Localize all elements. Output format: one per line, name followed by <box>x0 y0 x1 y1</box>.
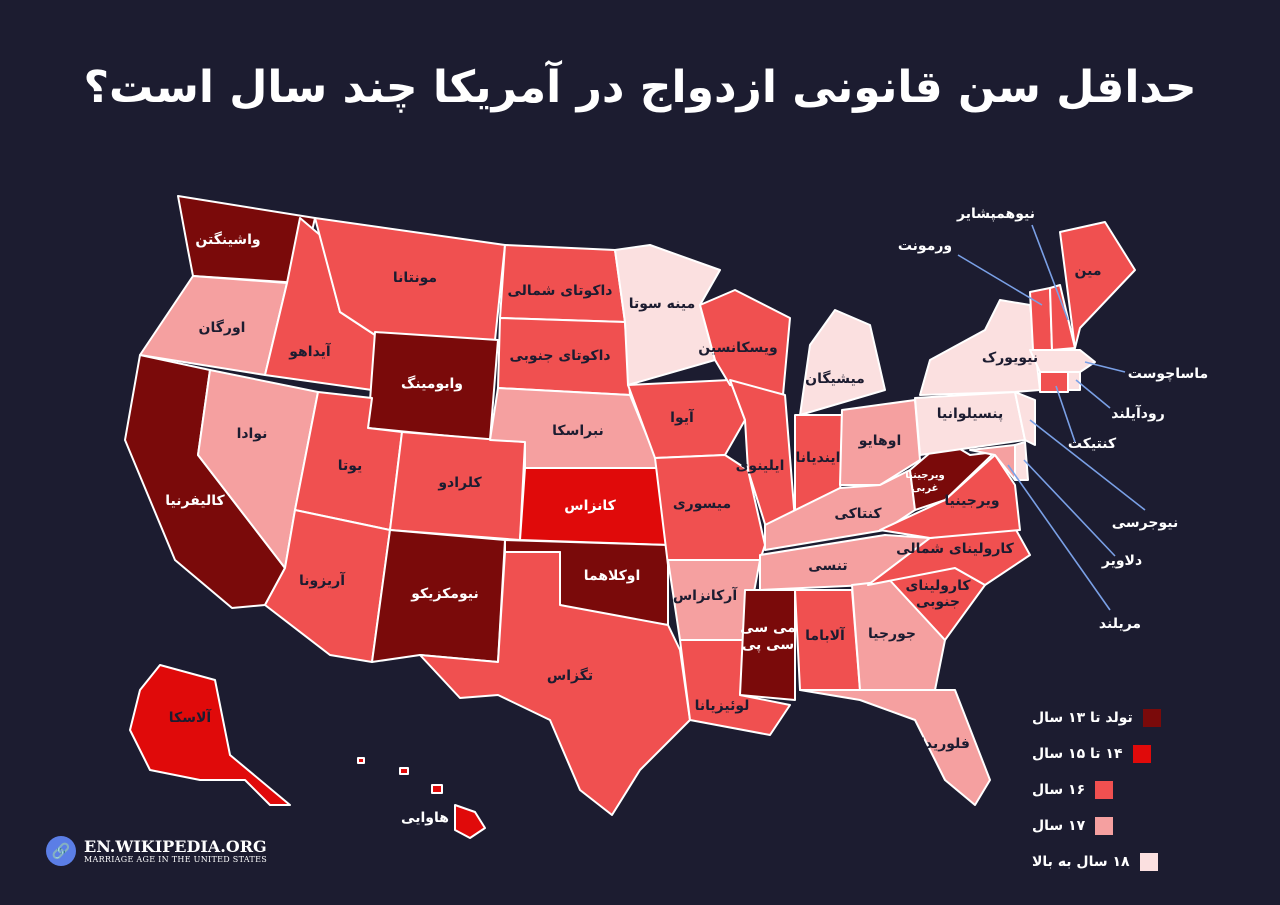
legend-swatch <box>1139 853 1158 871</box>
legend-label: تولد تا ۱۳ سال <box>1032 710 1133 726</box>
label-iowa: آیوا <box>670 408 695 426</box>
label-new-york: نیویورک <box>982 350 1038 366</box>
label-montana: مونتانا <box>393 270 437 286</box>
label-maryland: مریلند <box>1099 616 1141 632</box>
state-maine[interactable] <box>1059 221 1136 349</box>
label-oklahoma: اوکلاهما <box>584 568 641 584</box>
label-kentucky: کنتاکی <box>834 506 882 522</box>
label-michigan: میشیگان <box>805 370 865 387</box>
label-tennessee: تنسی <box>808 558 847 574</box>
state-texas[interactable] <box>419 551 691 816</box>
label-florida: فلوریدا <box>920 736 970 752</box>
source-url[interactable]: EN.WIKIPEDIA.ORG <box>84 837 267 856</box>
legend-item: ۱۴ تا ۱۵ سال <box>1032 736 1232 772</box>
label-wyoming: وایومینگ <box>401 375 463 392</box>
label-california: کالیفرنیا <box>165 493 225 509</box>
legend-label: ۱۴ تا ۱۵ سال <box>1032 746 1123 762</box>
label-texas: تگزاس <box>547 667 593 684</box>
label-indiana: ایندیانا <box>796 450 841 466</box>
legend-item: ۱۸ سال به بالا <box>1032 844 1232 880</box>
leader-massachusetts <box>1084 361 1126 373</box>
legend-swatch <box>1095 781 1114 799</box>
label-new-jersey: نیوجرسی <box>1112 515 1178 531</box>
label-kansas: کانزاس <box>564 498 616 514</box>
label-louisiana: لوئیزیانا <box>695 698 750 714</box>
legend-label: ۱۸ سال به بالا <box>1032 854 1130 870</box>
leader-new-hampshire <box>1031 224 1069 321</box>
label-west-virginia: ویرجینیا غربی <box>905 470 944 494</box>
label-missouri: میسوری <box>673 496 731 512</box>
legend: تولد تا ۱۳ سال ۱۴ تا ۱۵ سال ۱۶ سال ۱۷ سا… <box>1032 700 1232 880</box>
label-hawaii: هاوایی <box>401 810 449 826</box>
leader-maryland <box>1007 464 1111 611</box>
label-new-hampshire: نیوهمپشایر <box>956 206 1035 222</box>
label-utah: یوتا <box>338 458 363 474</box>
legend-label: ۱۷ سال <box>1032 818 1086 834</box>
label-maine: مین <box>1075 263 1102 279</box>
label-ohio: اوهایو <box>858 433 902 449</box>
state-ohio[interactable] <box>839 399 921 486</box>
label-rhode-island: رودآیلند <box>1111 404 1165 422</box>
hawaii-island-small-3 <box>357 757 365 764</box>
legend-item: ۱۷ سال <box>1032 808 1232 844</box>
link-icon: 🔗 <box>46 836 76 866</box>
label-idaho: آیداهو <box>288 342 332 360</box>
state-connecticut[interactable] <box>1039 371 1069 393</box>
label-oregon: اورگان <box>199 319 246 336</box>
label-colorado: کلرادو <box>437 475 482 491</box>
legend-swatch <box>1132 745 1151 763</box>
label-south-dakota: داکوتای جنوبی <box>509 348 610 364</box>
state-massachusetts[interactable] <box>1029 349 1096 373</box>
label-north-carolina: کارولینای شمالی <box>896 541 1014 557</box>
state-delaware[interactable] <box>1014 441 1029 481</box>
label-north-dakota: داکوتای شمالی <box>508 283 613 299</box>
label-alaska: آلاسکا <box>169 708 213 726</box>
label-delaware: دلاویر <box>1101 553 1142 569</box>
state-michigan[interactable] <box>799 309 886 416</box>
label-mississippi: می سی سی پی <box>740 620 796 653</box>
label-illinois: ایلینوی <box>736 458 785 474</box>
source-subtitle: MARRIAGE AGE IN THE UNITED STATES <box>84 855 267 864</box>
label-pennsylvania: پنسیلوانیا <box>937 406 1003 422</box>
state-alaska[interactable] <box>129 664 291 806</box>
state-labels: واشینگتن اورگان کالیفرنیا نوادا آیداهو م… <box>165 206 1208 826</box>
legend-label: ۱۶ سال <box>1032 782 1086 798</box>
label-connecticut: کنتیکت <box>1068 436 1117 452</box>
label-arizona: آریزونا <box>299 571 346 589</box>
label-minnesota: مینه سوتا <box>629 296 696 312</box>
state-mississippi[interactable] <box>739 589 796 701</box>
leader-rhode-island <box>1075 379 1111 409</box>
label-wisconsin: ویسکانسین <box>698 340 777 356</box>
state-new-jersey[interactable] <box>1014 391 1036 446</box>
legend-item: تولد تا ۱۳ سال <box>1032 700 1232 736</box>
state-florida[interactable] <box>799 689 991 806</box>
label-washington: واشینگتن <box>195 231 260 248</box>
hawaii-island-small-2 <box>431 784 443 794</box>
leader-delaware <box>1023 459 1116 557</box>
state-iowa[interactable] <box>627 379 746 459</box>
hawaii-island-small-1 <box>399 767 409 775</box>
label-nebraska: نبراسکا <box>552 423 604 439</box>
label-nevada: نوادا <box>237 426 268 442</box>
label-south-carolina: کارولینای جنوبی <box>906 578 972 610</box>
state-hawaii[interactable] <box>454 804 486 839</box>
label-alabama: آلاباما <box>805 626 846 644</box>
label-massachusetts: ماساچوست <box>1128 366 1208 382</box>
state-new-york[interactable] <box>919 299 1041 396</box>
label-georgia: جورجیا <box>868 626 916 642</box>
leader-new-jersey <box>1029 419 1146 511</box>
leader-connecticut <box>1055 385 1076 443</box>
label-arkansas: آرکانزاس <box>673 586 739 604</box>
legend-swatch <box>1142 709 1161 727</box>
label-new-mexico: نیومکزیکو <box>410 586 478 602</box>
label-vermont: ورمونت <box>898 238 952 254</box>
page-title: حداقل سن قانونی ازدواج در آمریکا چند سال… <box>83 62 1197 113</box>
source-credit: 🔗 EN.WIKIPEDIA.ORG MARRIAGE AGE IN THE U… <box>46 836 267 866</box>
legend-swatch <box>1095 817 1114 835</box>
leader-vermont <box>957 254 1043 306</box>
label-virginia: ویرجینیا <box>944 493 999 509</box>
state-vermont[interactable] <box>1029 287 1053 351</box>
legend-item: ۱۶ سال <box>1032 772 1232 808</box>
